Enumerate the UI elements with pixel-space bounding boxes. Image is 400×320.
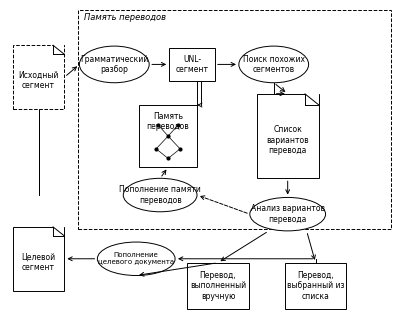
Text: Перевод,
выполненный
вручную: Перевод, выполненный вручную [190,271,246,301]
Text: Список
вариантов
перевода: Список вариантов перевода [266,125,309,155]
Text: UNL-
сегмент: UNL- сегмент [176,55,208,74]
Text: Перевод,
выбранный из
списка: Перевод, выбранный из списка [287,271,344,301]
Text: Анализ вариантов
перевода: Анализ вариантов перевода [251,204,325,224]
Bar [13,227,64,291]
Text: Целевой
сегмент: Целевой сегмент [22,252,56,272]
Polygon shape [305,94,318,105]
Bar [13,45,64,109]
Text: Память
переводов: Память переводов [147,112,190,132]
Text: Грамматический
разбор: Грамматический разбор [80,55,148,74]
Ellipse shape [80,46,149,83]
Text: Исходный
сегмент: Исходный сегмент [18,71,59,90]
Ellipse shape [123,178,197,212]
Ellipse shape [97,242,175,276]
Polygon shape [53,45,64,54]
Ellipse shape [239,46,309,83]
Bar [139,105,197,167]
Bar [78,10,391,228]
Ellipse shape [250,197,326,231]
Text: Пополнение
целевого документа: Пополнение целевого документа [98,252,174,265]
Bar [169,48,215,81]
Bar [257,94,318,178]
Bar [285,263,346,309]
Text: Поиск похожих
сегментов: Поиск похожих сегментов [243,55,305,74]
Bar [187,263,249,309]
Polygon shape [53,227,64,236]
Text: Память переводов: Память переводов [84,13,166,22]
Text: Пополнение памяти
переводов: Пополнение памяти переводов [119,185,201,205]
